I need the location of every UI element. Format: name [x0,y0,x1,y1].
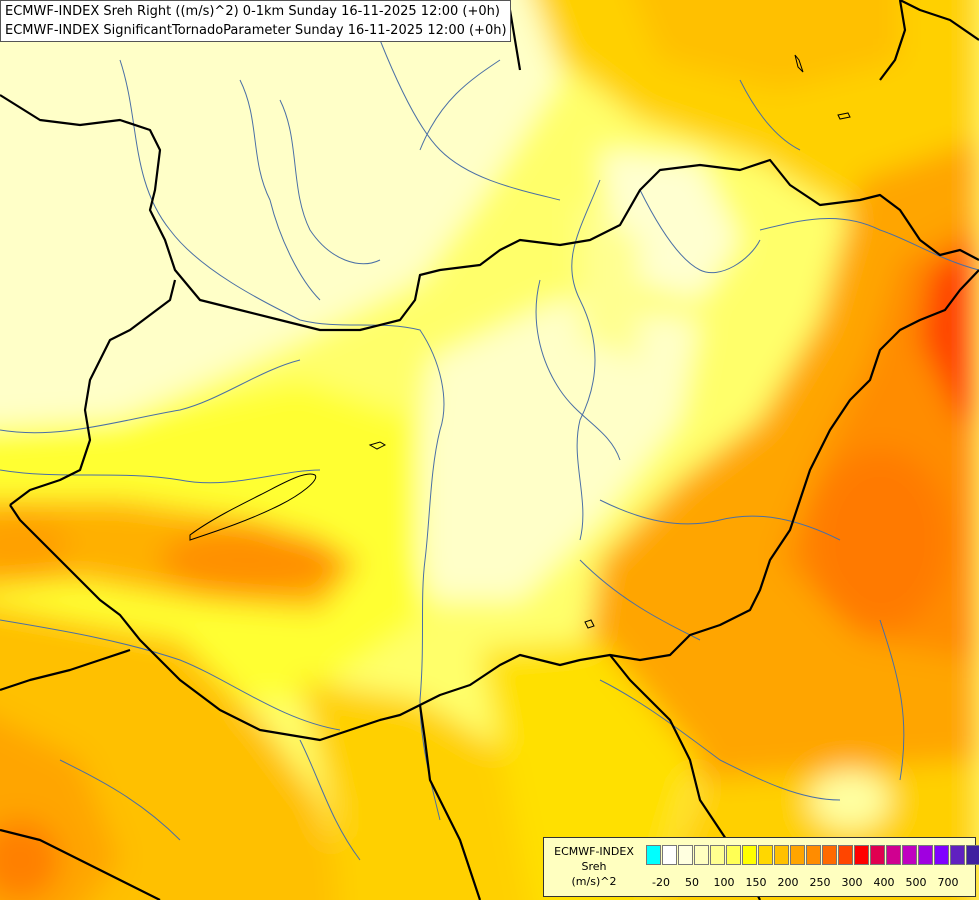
legend-swatch [902,845,917,865]
legend-swatch [710,845,725,865]
legend-label: ECMWF-INDEX Sreh (m/s)^2 [546,844,642,889]
legend-swatch [758,845,773,865]
legend-swatch [774,845,789,865]
legend-swatch [918,845,933,865]
lake-outlines [189,54,851,629]
legend-tick-label: 100 [713,876,735,889]
legend-tick-label: 200 [777,876,799,889]
legend-swatch [838,845,853,865]
legend-tick-label: 250 [809,876,831,889]
legend-swatch [662,845,677,865]
legend-swatch [806,845,821,865]
legend-swatch [966,845,979,865]
legend-swatches [646,845,979,865]
legend-swatch [726,845,741,865]
legend-swatch [934,845,949,865]
title-line-2: ECMWF-INDEX SignificantTornadoParameter … [5,23,507,38]
legend-variable: Sreh [581,860,607,873]
legend-model: ECMWF-INDEX [554,845,634,858]
legend-unit: (m/s)^2 [571,875,617,888]
legend-swatch [822,845,837,865]
legend-swatch [742,845,757,865]
legend-tick-label: 150 [745,876,767,889]
legend-swatch [646,845,661,865]
rivers [0,39,979,861]
legend-tick-label: -20 [652,876,670,889]
legend-tick-label: 500 [905,876,927,889]
map-title-box: ECMWF-INDEX Sreh Right ((m/s)^2) 0-1km S… [0,0,511,42]
legend-tick-label: 50 [685,876,699,889]
legend-swatch [886,845,901,865]
legend-swatch [678,845,693,865]
legend-swatch [950,845,965,865]
legend-swatch [854,845,869,865]
legend-swatch [870,845,885,865]
legend-swatch [694,845,709,865]
legend-ticks: -20 50 100 150 200 250 300 400 500 700 [544,876,977,892]
legend-swatch [790,845,805,865]
legend-tick-label: 400 [873,876,895,889]
color-legend: ECMWF-INDEX Sreh (m/s)^2 -20 50 100 150 200 2… [543,837,979,897]
legend-tick-label: 300 [841,876,863,889]
legend-tick-label: 700 [937,876,959,889]
title-line-1: ECMWF-INDEX Sreh Right ((m/s)^2) 0-1km S… [5,4,500,19]
